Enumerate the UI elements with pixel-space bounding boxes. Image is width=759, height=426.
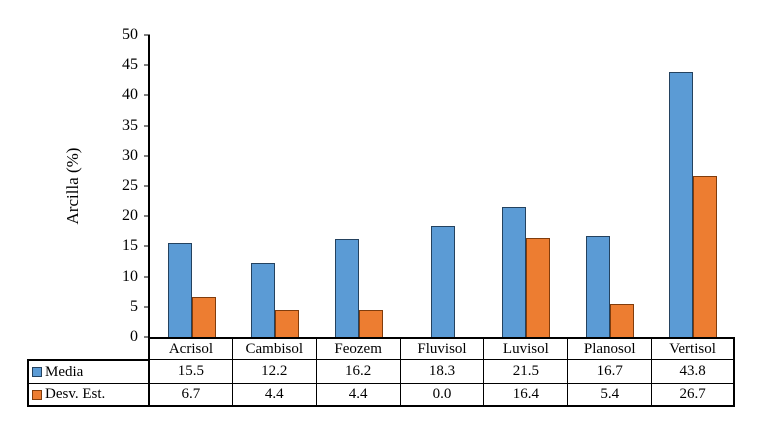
legend-label-media: Media — [45, 363, 84, 380]
y-tick-label-25: 25 — [122, 177, 138, 194]
legend-media: Media — [27, 359, 148, 383]
bar-group-fluvisol — [401, 35, 485, 337]
legend-desv-est: Desv. Est. — [27, 383, 148, 407]
data-table: Acrisol Cambisol Feozem Fluvisol Luvisol Plan… — [27, 337, 735, 407]
y-tick-mark-5 — [144, 306, 150, 308]
bar-media-luvisol — [502, 207, 527, 337]
bar-desv-est-vertisol — [693, 175, 718, 337]
bar-desv-est-feozem — [358, 310, 383, 337]
value-desv-est-feozem: 4.4 — [315, 383, 400, 407]
bar-desv-est-cambisol — [275, 310, 300, 337]
y-tick-mark-35 — [144, 125, 150, 127]
bar-group-cambisol — [234, 35, 318, 337]
y-tick-label-45: 45 — [122, 56, 138, 74]
col-header-feozem: Feozem — [315, 337, 400, 359]
col-header-acrisol: Acrisol — [148, 337, 232, 359]
value-media-vertisol: 43.8 — [651, 359, 735, 383]
y-tick-label-10: 10 — [122, 267, 138, 285]
y-axis-title: Arcilla (%) — [63, 147, 82, 225]
bar-group-planosol — [568, 35, 652, 337]
bar-group-luvisol — [484, 35, 568, 337]
y-tick-label-5: 5 — [130, 297, 138, 315]
value-media-feozem: 16.2 — [315, 359, 400, 383]
value-media-planosol: 16.7 — [567, 359, 652, 383]
y-tick-mark-45 — [144, 64, 150, 66]
value-desv-est-planosol: 5.4 — [567, 383, 652, 407]
y-tick-label-0: 0 — [130, 328, 138, 345]
bar-desv-est-acrisol — [191, 296, 216, 337]
value-media-acrisol: 15.5 — [148, 359, 232, 383]
bar-media-planosol — [585, 236, 610, 337]
y-tick-mark-25 — [144, 185, 150, 187]
bar-desv-est-planosol — [609, 304, 634, 337]
value-desv-est-acrisol: 6.7 — [148, 383, 232, 407]
bar-media-fluvisol — [430, 226, 455, 337]
y-tick-label-20: 20 — [122, 207, 138, 225]
y-tick-mark-40 — [144, 94, 150, 96]
y-tick-label-50: 50 — [122, 26, 138, 43]
bar-group-acrisol — [150, 35, 234, 337]
table-corner-empty — [27, 337, 148, 359]
value-desv-est-fluvisol: 0.0 — [399, 383, 484, 407]
col-header-planosol: Planosol — [567, 337, 652, 359]
bar-media-acrisol — [167, 243, 192, 337]
col-header-vertisol: Vertisol — [651, 337, 735, 359]
y-tick-label-40: 40 — [122, 86, 138, 104]
y-tick-mark-10 — [144, 276, 150, 278]
bar-desv-est-luvisol — [526, 237, 551, 337]
bar-group-vertisol — [651, 35, 735, 337]
legend-label-desv-est: Desv. Est. — [45, 386, 106, 402]
y-tick-mark-0 — [144, 336, 150, 338]
y-tick-mark-50 — [144, 34, 150, 36]
col-header-luvisol: Luvisol — [483, 337, 568, 359]
y-tick-mark-20 — [144, 215, 150, 217]
col-header-cambisol: Cambisol — [231, 337, 316, 359]
bars-container — [150, 35, 735, 337]
y-tick-mark-15 — [144, 245, 150, 247]
bar-media-vertisol — [669, 72, 694, 337]
bar-group-feozem — [317, 35, 401, 337]
y-tick-label-15: 15 — [122, 237, 138, 255]
value-media-cambisol: 12.2 — [231, 359, 316, 383]
y-tick-label-35: 35 — [122, 116, 138, 134]
legend-swatch-desv-est — [32, 389, 42, 400]
plot-area: 0 5 10 15 20 25 30 35 40 45 50 — [122, 27, 735, 345]
value-media-luvisol: 21.5 — [483, 359, 568, 383]
bar-media-feozem — [334, 239, 359, 337]
legend-swatch-media — [32, 367, 42, 377]
value-desv-est-vertisol: 26.7 — [651, 383, 735, 407]
value-desv-est-cambisol: 4.4 — [231, 383, 316, 407]
col-header-fluvisol: Fluvisol — [399, 337, 484, 359]
y-tick-mark-30 — [144, 155, 150, 157]
y-tick-label-30: 30 — [122, 146, 138, 164]
value-desv-est-luvisol: 16.4 — [483, 383, 568, 407]
bar-media-cambisol — [251, 263, 276, 337]
value-media-fluvisol: 18.3 — [399, 359, 484, 383]
